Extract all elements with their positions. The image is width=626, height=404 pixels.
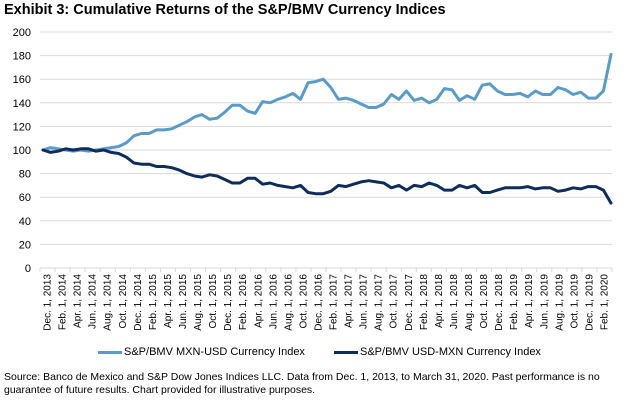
x-tick-label: Feb. 1, 2017 — [329, 274, 340, 331]
legend-item-mxn-usd: S&P/BMV MXN-USD Currency Index — [98, 346, 305, 358]
x-tick-label: Apr. 1, 2017 — [344, 274, 355, 328]
x-tick-label: Oct. 1, 2019 — [569, 274, 580, 329]
x-axis: Dec. 1, 2013 Feb. 1, 2014 Apr. 1, 2014 Jun.… — [39, 267, 613, 331]
y-axis: 0 20 40 60 80 100 120 140 160 180 200 — [13, 27, 31, 275]
x-tick-label: Apr. 1, 2018 — [434, 274, 445, 328]
source-note: Source: Banco de Mexico and S&P Dow Jone… — [4, 371, 624, 397]
x-tick-label: Dec. 1, 2017 — [404, 274, 415, 331]
y-tick-label: 200 — [13, 27, 31, 39]
series-lines — [41, 52, 613, 205]
x-tick-label: Aug. 1, 2018 — [464, 274, 475, 331]
x-tick-label: Feb. 1, 2019 — [509, 274, 520, 331]
x-tick-label: Feb. 1, 2018 — [419, 274, 430, 331]
x-tick-label: Dec. 1, 2013 — [43, 274, 54, 331]
x-tick-label: Aug. 1, 2015 — [193, 274, 204, 331]
x-tick-label: Aug. 1, 2017 — [374, 274, 385, 331]
x-tick-label: Jun. 1, 2014 — [88, 274, 99, 329]
x-tick-label: Jun. 1, 2016 — [268, 274, 279, 329]
x-tick-label: Oct. 1, 2015 — [208, 274, 219, 329]
y-tick-label: 60 — [19, 192, 31, 204]
x-tick-label: Feb. 1, 2015 — [148, 274, 159, 331]
x-tick-label: Dec. 1, 2018 — [494, 274, 505, 331]
y-tick-label: 120 — [13, 121, 31, 133]
series-line-usd-mxn — [41, 147, 613, 205]
line-chart: 0 20 40 60 80 100 120 140 160 180 200 Dec. 1, 2013… — [13, 27, 613, 331]
chart-title: Exhibit 3: Cumulative Returns of the S&P… — [4, 2, 446, 18]
x-tick-label: Jun. 1, 2019 — [539, 274, 550, 329]
x-tick-label: Apr. 1, 2016 — [253, 274, 264, 328]
x-tick-label: Jun. 1, 2015 — [178, 274, 189, 329]
y-tick-label: 180 — [13, 51, 31, 63]
legend-item-usd-mxn: S&P/BMV USD-MXN Currency Index — [334, 346, 541, 358]
x-tick-label: Apr. 1, 2015 — [163, 274, 174, 328]
x-tick-label: Aug. 1, 2019 — [554, 274, 565, 331]
y-tick-label: 160 — [13, 74, 31, 86]
x-tick-label: Feb. 1, 2016 — [238, 274, 249, 331]
x-tick-label: Feb. 1, 2014 — [58, 274, 69, 331]
x-tick-label: Dec. 1, 2016 — [313, 274, 324, 331]
legend-label-usd-mxn: S&P/BMV USD-MXN Currency Index — [360, 346, 541, 358]
x-tick-label: Jun. 1, 2018 — [449, 274, 460, 329]
x-tick-label: Apr. 1, 2019 — [524, 274, 535, 328]
x-tick-label: Jun. 1, 2017 — [359, 274, 370, 329]
x-tick-label: Dec. 1, 2019 — [584, 274, 595, 331]
x-tick-label: Apr. 1, 2014 — [73, 274, 84, 328]
x-tick-label: Feb. 1, 2020 — [599, 274, 610, 331]
x-tick-label: Dec. 1, 2015 — [223, 274, 234, 331]
x-tick-label: Oct. 1, 2016 — [298, 274, 309, 329]
gridlines — [40, 31, 612, 245]
y-tick-label: 100 — [13, 145, 31, 157]
x-tick-label: Oct. 1, 2017 — [389, 274, 400, 329]
y-tick-label: 40 — [19, 216, 31, 228]
series-line-mxn-usd — [41, 52, 613, 153]
y-tick-label: 0 — [25, 263, 31, 275]
x-tick-label: Dec. 1, 2014 — [133, 274, 144, 331]
y-tick-label: 140 — [13, 98, 31, 110]
legend-label-mxn-usd: S&P/BMV MXN-USD Currency Index — [124, 346, 305, 358]
x-tick-label: Aug. 1, 2014 — [103, 274, 114, 331]
x-tick-label: Oct. 1, 2014 — [118, 274, 129, 329]
legend-swatch-mxn-usd — [98, 350, 122, 354]
source-line-2: guarantee of future results. Chart provi… — [4, 384, 316, 396]
y-tick-label: 20 — [19, 239, 31, 251]
legend-swatch-usd-mxn — [334, 350, 358, 354]
x-tick-label: Aug. 1, 2016 — [283, 274, 294, 331]
source-line-1: Source: Banco de Mexico and S&P Dow Jone… — [4, 371, 600, 383]
x-tick-label: Oct. 1, 2018 — [479, 274, 490, 329]
y-tick-label: 80 — [19, 169, 31, 181]
